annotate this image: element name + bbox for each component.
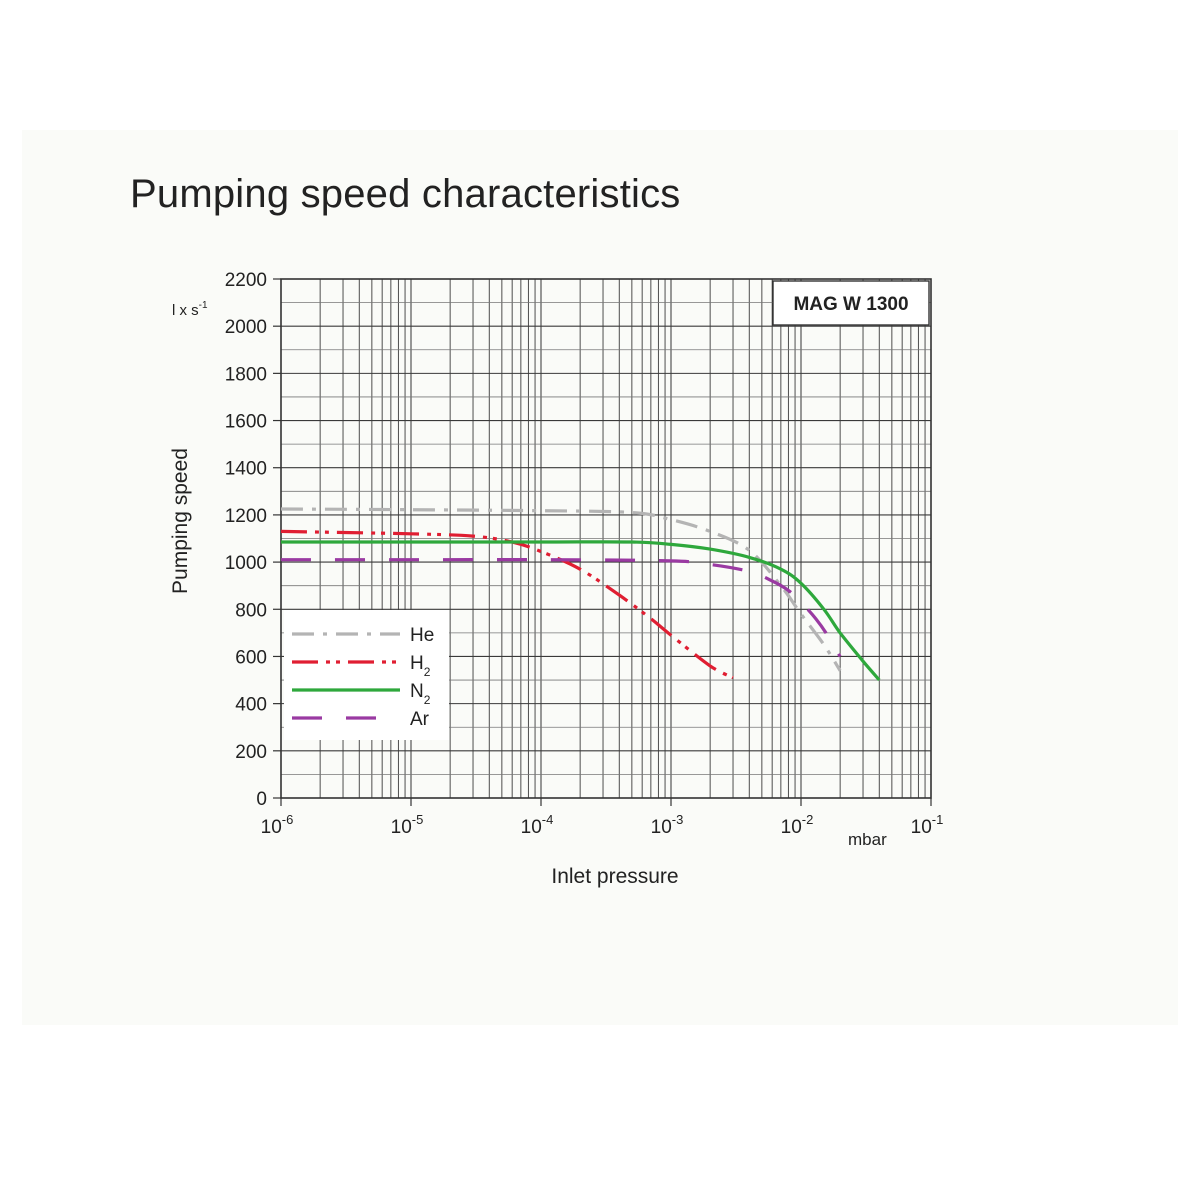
y-tick-label: 800 xyxy=(235,600,267,621)
x-tick-base: 10 xyxy=(781,817,802,838)
y-unit-exp: -1 xyxy=(199,300,208,311)
model-label-box: MAG W 1300 xyxy=(772,280,930,326)
y-tick-label: 2000 xyxy=(225,317,267,338)
x-tick-labels: 10-6 10-5 10-4 10-3 10-2 10-1 xyxy=(261,798,944,838)
legend-label-base: He xyxy=(410,625,434,646)
plot-frame xyxy=(280,278,932,799)
legend-label-n2: N2 xyxy=(410,681,431,707)
x-tick-label: 10-6 xyxy=(261,812,294,838)
x-tick-exp: -3 xyxy=(672,812,684,827)
x-axis-unit: mbar xyxy=(848,830,887,849)
x-tick-base: 10 xyxy=(651,817,672,838)
x-tick-base: 10 xyxy=(261,817,282,838)
x-tick-label: 10-3 xyxy=(651,812,684,838)
x-tick-exp: -1 xyxy=(932,812,944,827)
x-tick-base: 10 xyxy=(391,817,412,838)
series-line-n2 xyxy=(280,540,881,682)
x-tick-exp: -2 xyxy=(802,812,814,827)
x-tick-base: 10 xyxy=(911,817,932,838)
legend-label-sub: 2 xyxy=(424,693,431,707)
model-label-frame xyxy=(772,280,930,326)
y-axis-label: Pumping speed xyxy=(169,448,192,594)
y-tick-label: 1000 xyxy=(225,553,267,574)
series-layer xyxy=(280,507,881,682)
y-tick-label: 1600 xyxy=(225,412,267,433)
series-line-h2 xyxy=(280,529,734,680)
y-tick-label: 200 xyxy=(235,742,267,763)
legend-label-base: H xyxy=(410,653,424,674)
legend-label-base: N xyxy=(410,681,424,702)
x-tick-exp: -4 xyxy=(542,812,554,827)
model-label: MAG W 1300 xyxy=(793,294,908,315)
legend-label-base: Ar xyxy=(410,709,430,730)
series-line-he xyxy=(280,507,842,672)
y-tick-label: 600 xyxy=(235,647,267,668)
legend-label-h2: H2 xyxy=(410,653,431,679)
y-tick-label: 0 xyxy=(256,789,267,810)
x-tick-label: 10-4 xyxy=(521,812,554,838)
page-title: Pumping speed characteristics xyxy=(130,172,681,216)
y-tick-label: 1200 xyxy=(225,506,267,527)
y-tick-label: 400 xyxy=(235,695,267,716)
x-tick-label: 10-1 xyxy=(911,812,944,838)
y-tick-label: 1400 xyxy=(225,459,267,480)
y-axis-unit: l x s-1 xyxy=(172,300,208,319)
y-unit-base: l x s xyxy=(172,302,199,319)
series-line-ar xyxy=(281,558,842,658)
x-tick-exp: -6 xyxy=(282,812,294,827)
x-tick-label: 10-5 xyxy=(391,812,424,838)
x-tick-label: 10-2 xyxy=(781,812,814,838)
x-tick-exp: -5 xyxy=(412,812,424,827)
legend-label-ar: Ar xyxy=(410,709,430,730)
y-tick-labels: 0 200 400 600 800 1000 1200 1400 1600 1800 2000 220… xyxy=(225,270,281,810)
y-tick-label: 2200 xyxy=(225,270,267,291)
y-tick-label: 1800 xyxy=(225,364,267,385)
legend-label-he: He xyxy=(410,625,434,646)
x-axis-label: Inlet pressure xyxy=(551,865,678,888)
legend-label-sub: 2 xyxy=(424,665,431,679)
x-tick-base: 10 xyxy=(521,817,542,838)
